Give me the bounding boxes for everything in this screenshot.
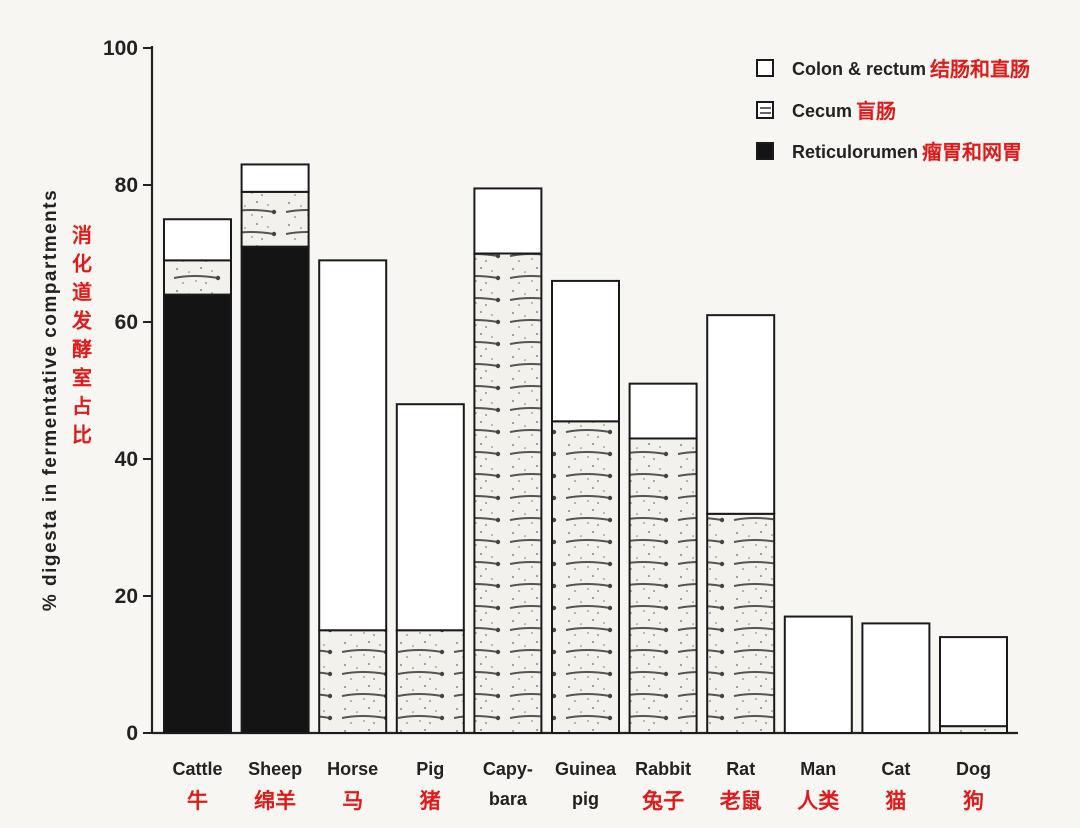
- bar-segment-colon-rectum-9: [861, 622, 931, 735]
- y-tick-label: 20: [115, 585, 138, 608]
- category-label: Guinea: [555, 759, 617, 779]
- legend: Colon & rectum 结肠和直肠 Cecum 盲肠 Reticulorumen 瘤…: [756, 57, 1030, 164]
- category-label-cn: 马: [342, 789, 363, 813]
- category-label: pig: [572, 789, 599, 809]
- legend-swatch: [756, 59, 774, 77]
- bar-segment-cecum-1: [240, 190, 310, 248]
- bar-segment-cecum-3: [395, 629, 465, 734]
- bar-segment-reticulorumen-1: [240, 245, 310, 734]
- category-label-cn: 人类: [797, 789, 840, 813]
- legend-label: Cecum: [792, 101, 852, 121]
- category-label: Cat: [881, 759, 910, 779]
- y-axis-title-cn-char: 占: [72, 394, 92, 418]
- y-tick-label: 80: [115, 174, 138, 197]
- bar-segment-colon-rectum-8: [783, 615, 853, 734]
- legend-label: Reticulorumen: [792, 142, 918, 162]
- legend-label-cn: 盲肠: [856, 99, 896, 123]
- bars: [163, 163, 1008, 735]
- bar-segment-cecum-2: [318, 629, 388, 734]
- y-tick-label: 100: [103, 37, 138, 60]
- bar-segment-cecum-0: [163, 259, 232, 296]
- bar-segment-cecum-7: [706, 512, 776, 734]
- bar-segment-colon-rectum-7: [706, 314, 776, 515]
- legend-entry-empty: Colon & rectum 结肠和直肠: [756, 57, 1030, 81]
- category-label-cn: 老鼠: [720, 789, 762, 813]
- category-label: Horse: [327, 759, 378, 779]
- category-label: Cattle: [172, 759, 222, 779]
- y-axis-title-cn-char: 发: [71, 309, 93, 333]
- y-axis-title-cn-char: 消: [72, 223, 92, 247]
- y-axis-title-cn-char: 室: [72, 366, 92, 390]
- y-axis-title: % digesta in fermentative compartments: [40, 189, 61, 611]
- category-label-cn: 牛: [187, 789, 208, 813]
- y-axis-title-cn-char: 化: [72, 252, 92, 276]
- y-axis-title-cn-char: 道: [72, 280, 92, 304]
- y-axis-title-cn-char: 酵: [72, 337, 92, 361]
- category-label: Sheep: [248, 759, 302, 779]
- legend-entry-striped: Cecum 盲肠: [756, 99, 896, 123]
- legend-swatch: [756, 142, 774, 160]
- legend-swatch: [756, 101, 774, 119]
- y-tick-label: 60: [115, 311, 138, 334]
- y-axis-label: % digesta in fermentative compartments 消化…: [40, 189, 93, 611]
- bar-segment-cecum-4: [473, 252, 543, 734]
- category-label-cn: 猫: [885, 789, 906, 813]
- category-label-cn: 绵羊: [254, 789, 296, 813]
- bar-segment-colon-rectum-6: [628, 382, 698, 440]
- bar-segment-colon-rectum-0: [163, 218, 232, 262]
- category-label: Rabbit: [635, 759, 691, 779]
- category-label-cn: 猪: [419, 789, 441, 813]
- bar-segment-cecum-6: [628, 437, 698, 734]
- bar-segment-colon-rectum-2: [318, 259, 388, 632]
- bar-segment-reticulorumen-0: [163, 293, 232, 734]
- category-label-cn: 兔子: [642, 789, 684, 813]
- legend-label: Colon & rectum: [792, 59, 926, 79]
- category-label-cn: 狗: [963, 789, 984, 813]
- category-label: Pig: [416, 759, 444, 779]
- legend-entry-solid: Reticulorumen 瘤胃和网胃: [756, 140, 1022, 164]
- category-label: Dog: [956, 759, 991, 779]
- category-label: Capy-: [483, 759, 533, 779]
- y-axis-title-cn-char: 比: [72, 423, 92, 447]
- bar-segment-cecum-5: [551, 420, 620, 734]
- bar-segment-colon-rectum-1: [240, 163, 310, 193]
- bar-segment-cecum-10: [939, 725, 1008, 735]
- legend-label-cn: 瘤胃和网胃: [922, 140, 1022, 164]
- bar-segment-colon-rectum-4: [473, 187, 543, 255]
- category-label: Man: [800, 759, 836, 779]
- category-label: Rat: [726, 759, 755, 779]
- bar-segment-colon-rectum-5: [551, 279, 620, 423]
- legend-label-cn: 结肠和直肠: [930, 57, 1030, 81]
- y-tick-label: 40: [115, 448, 138, 471]
- category-labels: Cattle 牛 Sheep 绵羊 Horse 马 Pig 猪 Capy-bara Guinea p…: [172, 759, 991, 813]
- category-label: bara: [489, 789, 528, 809]
- bar-segment-colon-rectum-10: [939, 636, 1008, 728]
- bar-segment-colon-rectum-3: [395, 403, 465, 632]
- y-tick-label: 0: [126, 722, 138, 745]
